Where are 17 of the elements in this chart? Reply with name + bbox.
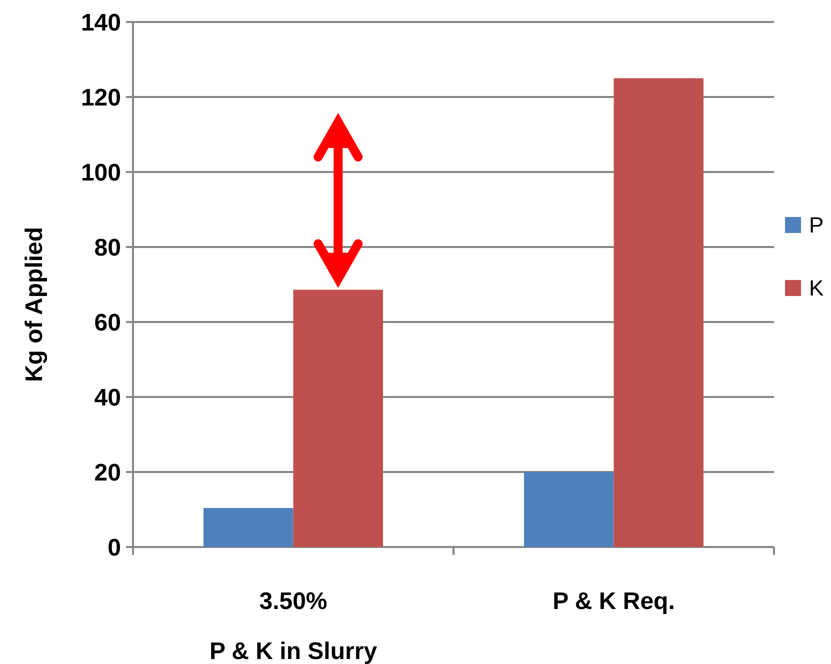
y-tick-label: 140: [80, 9, 121, 36]
y-tick-label: 100: [80, 159, 121, 186]
legend-label: K: [809, 276, 824, 301]
y-axis-title: Kg of Applied: [21, 226, 48, 382]
bar: [293, 290, 383, 547]
y-tick-label: 80: [94, 234, 121, 262]
y-tick-label: 0: [108, 534, 121, 562]
y-tick-label: 40: [94, 384, 121, 412]
x-tick-label: 3.50% P & K in Slurry: [209, 588, 378, 664]
bar: [614, 78, 704, 547]
bar: [204, 508, 294, 547]
y-tick-label: 120: [80, 84, 121, 112]
bar: [524, 472, 614, 547]
x-tick-label: P & K Req.: [552, 588, 675, 615]
y-tick-label: 20: [94, 459, 121, 486]
y-tick-label: 60: [94, 309, 121, 336]
legend-label: P: [809, 212, 824, 238]
